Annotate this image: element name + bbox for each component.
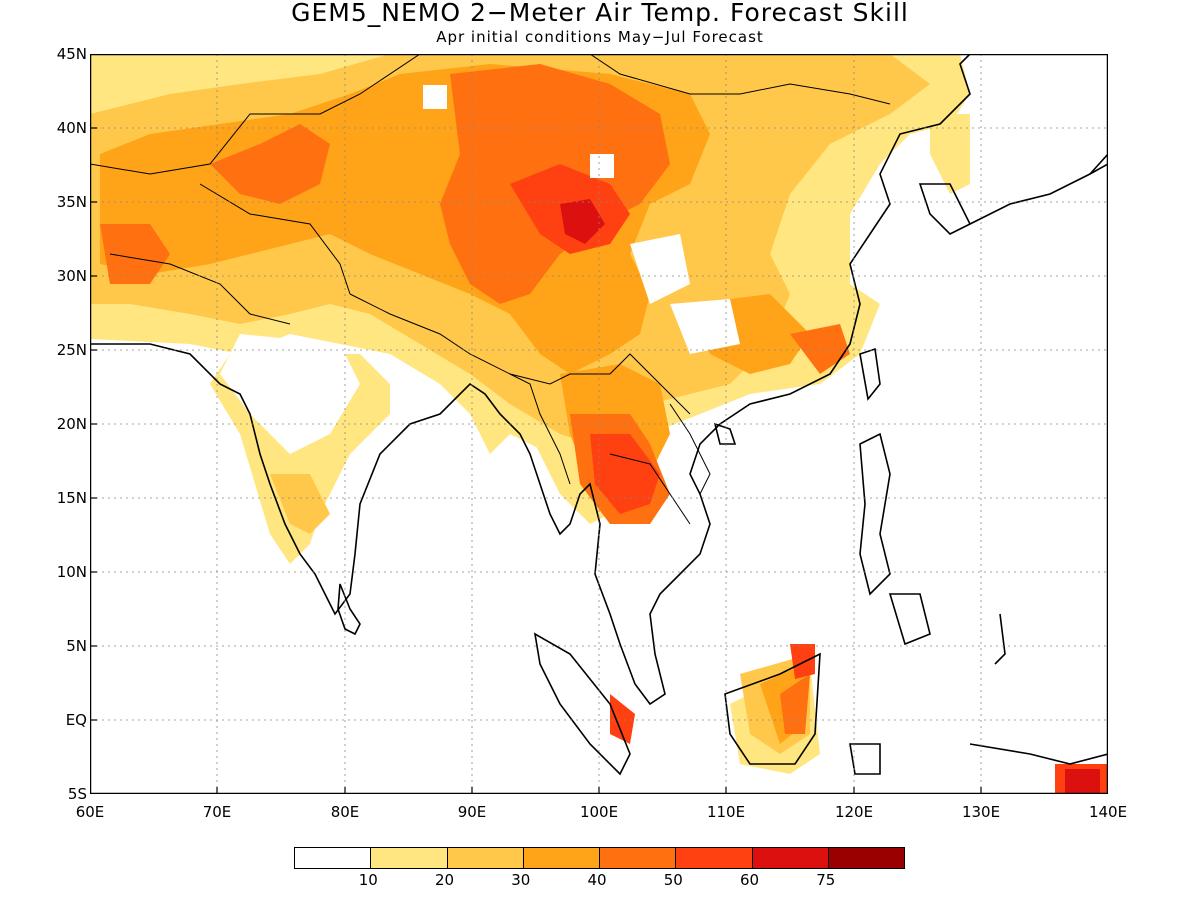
colorbar-label: 50 (663, 871, 683, 889)
colorbar-swatch (599, 847, 677, 869)
lat-label-35n: 35N (56, 193, 87, 211)
colorbar-swatch (522, 847, 600, 869)
lat-label-30n: 30N (56, 267, 87, 285)
colorbar-swatch (675, 847, 753, 869)
lat-label-eq: EQ (65, 711, 87, 729)
lat-label-20n: 20N (56, 415, 87, 433)
lon-label-100e: 100E (579, 803, 619, 821)
skill-layer-60-75 (560, 199, 1100, 794)
lat-label-45n: 45N (56, 45, 87, 63)
colorbar-label: 60 (739, 871, 760, 889)
lat-label-5s: 5S (67, 785, 87, 803)
lon-label-140e: 140E (1088, 803, 1128, 821)
lat-label-25n: 25N (56, 341, 87, 359)
colorbar-label: 10 (358, 871, 378, 889)
axis-ticks (90, 127, 982, 794)
coastlines (90, 54, 1108, 776)
colorbar-label: 20 (434, 871, 455, 889)
lon-label-90e: 90E (457, 803, 487, 821)
lon-label-80e: 80E (330, 803, 360, 821)
gridlines (90, 54, 1108, 794)
lat-label-15n: 15N (56, 489, 87, 507)
country-borders (90, 54, 891, 525)
lon-label-120e: 120E (834, 803, 874, 821)
map-title: GEM5_NEMO 2−Meter Air Temp. Forecast Ski… (291, 0, 909, 27)
colorbar-swatch (446, 847, 524, 869)
lat-label-10n: 10N (56, 563, 87, 581)
lon-label-60e: 60E (75, 803, 105, 821)
forecast-skill-map (90, 54, 1108, 794)
colorbar-swatch (370, 847, 448, 869)
colorbar-label: 30 (511, 871, 531, 889)
colorbar-swatch (751, 847, 829, 869)
lon-label-70e: 70E (202, 803, 232, 821)
colorbar-label: 40 (587, 871, 607, 889)
colorbar-swatch (827, 847, 905, 869)
map-subtitle: Apr initial conditions May−Jul Forecast (436, 28, 764, 46)
lat-label-40n: 40N (56, 119, 87, 137)
lon-label-110e: 110E (706, 803, 746, 821)
colorbar (294, 847, 905, 869)
lat-label-5n: 5N (66, 637, 87, 655)
lon-label-130e: 130E (961, 803, 1001, 821)
colorbar-label: 75 (816, 871, 836, 889)
colorbar-swatch (294, 847, 372, 869)
